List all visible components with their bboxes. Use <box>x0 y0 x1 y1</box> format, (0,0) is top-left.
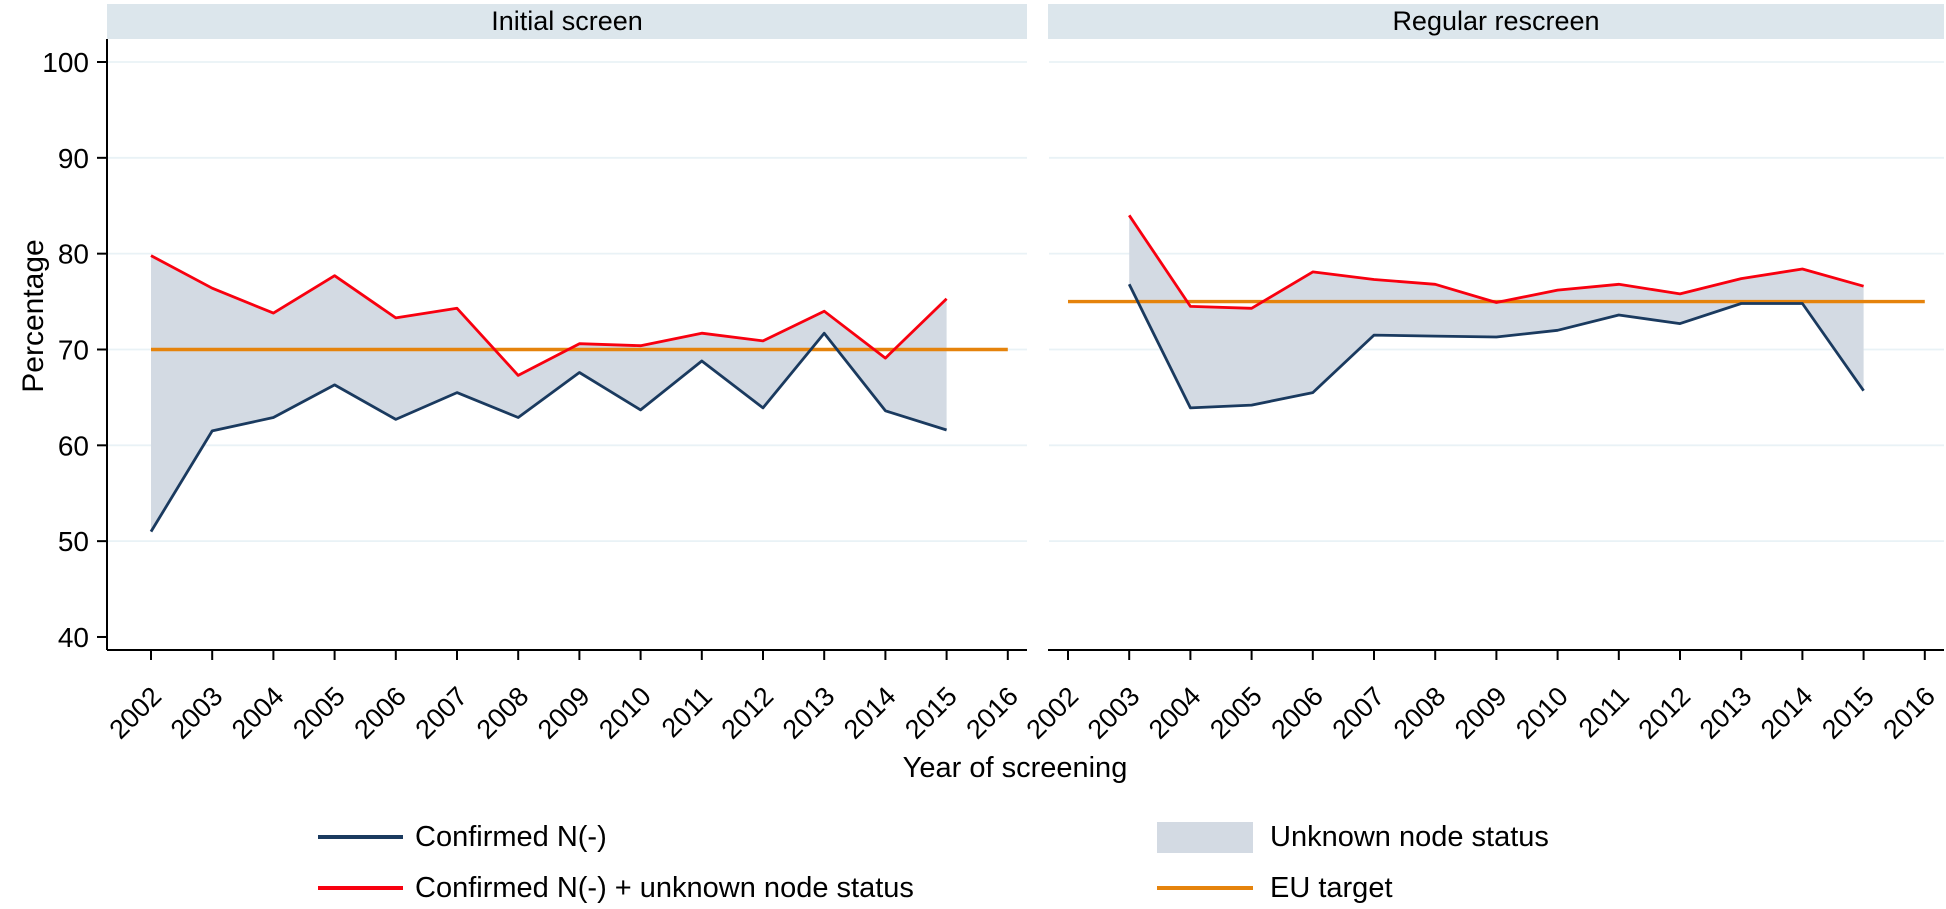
x-tick-label: 2008 <box>1388 681 1452 745</box>
y-tick-label: 40 <box>58 622 89 653</box>
x-tick-label: 2016 <box>960 681 1024 745</box>
x-tick-label: 2002 <box>104 681 168 745</box>
x-tick-label: 2013 <box>777 681 841 745</box>
legend-label-confirmed: Confirmed N(-) <box>415 821 607 853</box>
series-line-plus-unknown <box>150 254 948 377</box>
legend-swatch-confirmed-line <box>318 835 403 839</box>
x-tick-label: 2002 <box>1021 681 1085 745</box>
x-tick-label: 2007 <box>1327 681 1391 745</box>
x-tick-label: 2006 <box>348 681 412 745</box>
x-tick-label: 2007 <box>410 681 474 745</box>
x-tick-label: 2006 <box>1265 681 1329 745</box>
y-tick-label: 90 <box>58 143 89 174</box>
x-tick-label: 2010 <box>1510 681 1574 745</box>
series-line-confirmed <box>1127 283 1865 410</box>
panel-0: 2002200320042005200620072008200920102011… <box>42 4 1027 745</box>
y-tick-label: 60 <box>58 430 89 461</box>
x-tick-label: 2009 <box>1449 681 1513 745</box>
panel-1: 2002200320042005200620072008200920102011… <box>1021 4 1944 745</box>
x-tick-label: 2005 <box>287 681 351 745</box>
unknown-node-status-area <box>1129 215 1864 408</box>
legend-swatch-unknown-area <box>1157 822 1253 853</box>
legend-label-eu-target: EU target <box>1270 872 1393 904</box>
panel-title-initial-screen: Initial screen <box>491 6 643 36</box>
x-tick-label: 2015 <box>899 681 963 745</box>
x-tick-label: 2009 <box>532 681 596 745</box>
x-tick-label: 2014 <box>1755 681 1819 745</box>
x-tick-label: 2010 <box>593 681 657 745</box>
panel-header-band <box>107 4 1027 39</box>
legend-swatch-plus-unknown-line <box>318 886 403 890</box>
x-tick-label: 2003 <box>1082 681 1146 745</box>
series-line-plus-unknown <box>1128 214 1864 310</box>
x-tick-label: 2015 <box>1816 681 1880 745</box>
x-tick-label: 2011 <box>656 681 718 743</box>
series-line-confirmed <box>149 331 948 533</box>
y-tick-label: 50 <box>58 526 89 557</box>
y-tick-label: 70 <box>58 334 89 365</box>
legend-label-plus-unknown: Confirmed N(-) + unknown node status <box>415 872 914 904</box>
x-tick-label: 2016 <box>1877 681 1941 745</box>
x-tick-label: 2004 <box>1143 681 1207 745</box>
x-tick-label: 2014 <box>838 681 902 745</box>
panel-header-band <box>1048 4 1944 39</box>
legend-label-unknown-node-status: Unknown node status <box>1270 821 1549 853</box>
panel-title-regular-rescreen: Regular rescreen <box>1392 6 1600 36</box>
legend-swatch-eu-target-line <box>1157 886 1253 890</box>
y-tick-label: 80 <box>58 239 89 270</box>
x-tick-label: 2013 <box>1694 681 1758 745</box>
y-axis-title: Percentage <box>17 239 50 393</box>
x-tick-label: 2008 <box>471 681 535 745</box>
x-tick-label: 2004 <box>226 681 290 745</box>
x-axis-title: Year of screening <box>902 752 1128 784</box>
x-tick-label: 2011 <box>1573 681 1635 743</box>
x-tick-label: 2012 <box>716 681 780 745</box>
x-tick-label: 2003 <box>165 681 229 745</box>
x-tick-label: 2012 <box>1633 681 1697 745</box>
x-tick-label: 2005 <box>1204 681 1268 745</box>
y-tick-label: 100 <box>42 47 89 78</box>
